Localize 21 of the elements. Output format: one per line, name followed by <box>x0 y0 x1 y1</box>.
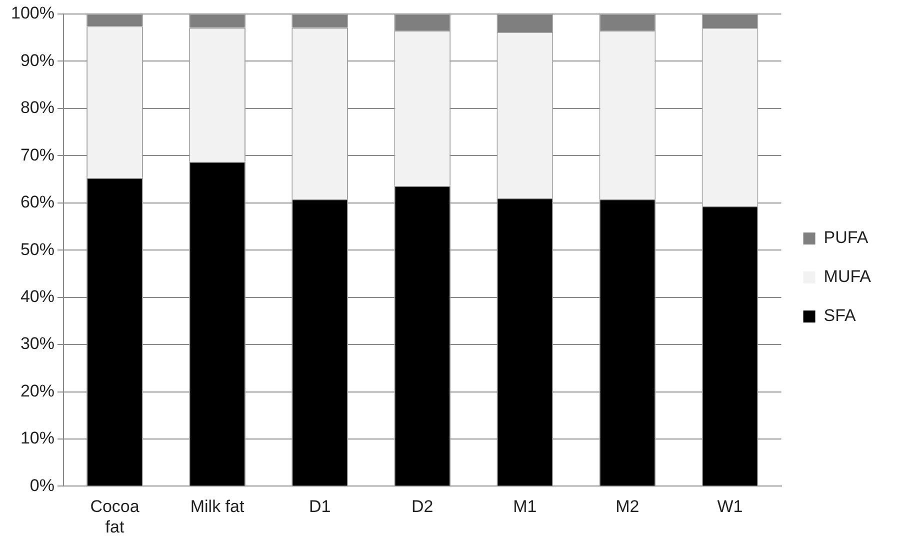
y-tick-label: 60% <box>20 192 54 212</box>
legend-label: SFA <box>824 306 857 326</box>
x-tick-label: W1 <box>717 497 743 516</box>
y-tick-label: 0% <box>30 476 54 495</box>
y-tick-label: 70% <box>20 145 54 164</box>
y-tick-label: 30% <box>20 334 54 354</box>
y-tick-label: 80% <box>20 98 54 118</box>
y-tick-label: 40% <box>20 287 54 306</box>
legend-label: MUFA <box>824 267 872 286</box>
x-tick-label: D1 <box>308 497 331 516</box>
x-tick-label: Cocoa fat <box>90 497 140 536</box>
y-tick-label: 50% <box>20 240 54 259</box>
x-tick-label: M1 <box>513 497 537 516</box>
y-tick-label: 10% <box>20 428 54 448</box>
y-tick-label: 90% <box>20 50 54 70</box>
x-tick-label: D2 <box>412 497 434 516</box>
legend-label: PUFA <box>824 228 869 248</box>
y-tick-label: 100% <box>10 4 54 23</box>
y-tick-label: 20% <box>20 381 54 400</box>
x-tick-label: M2 <box>616 497 640 516</box>
x-tick-label: Milk fat <box>190 497 244 516</box>
